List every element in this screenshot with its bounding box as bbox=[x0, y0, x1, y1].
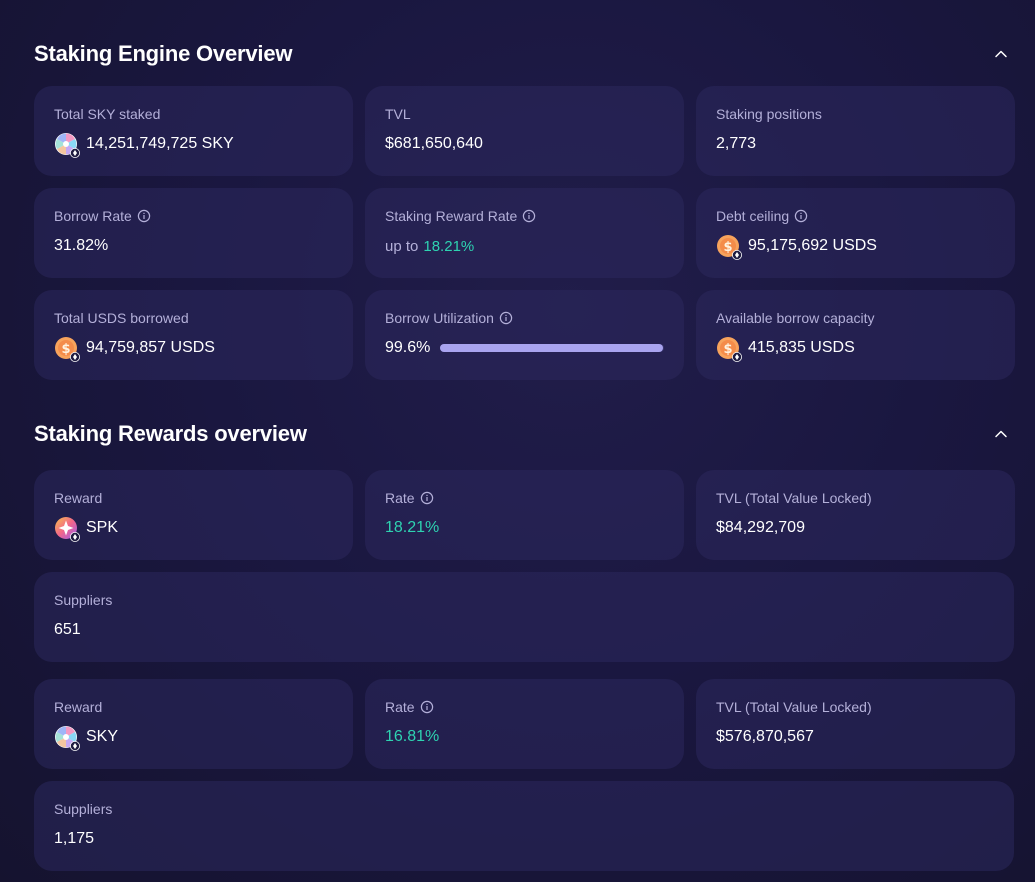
staking-positions-card: Staking positions 2,773 bbox=[696, 86, 1015, 176]
usds-token-icon bbox=[54, 336, 78, 360]
collapse-rewards-chevron-up-icon[interactable] bbox=[989, 422, 1013, 446]
reward-token-name: SKY bbox=[86, 728, 119, 745]
tvl-card: TVL $681,650,640 bbox=[365, 86, 684, 176]
reward-tvl-card: TVL (Total Value Locked) $576,870,567 bbox=[696, 679, 1015, 769]
sky-token-icon bbox=[54, 132, 78, 156]
reward-label: Reward bbox=[54, 490, 103, 506]
spk-token-icon bbox=[54, 516, 78, 540]
debt-ceiling-value: 95,175,692 USDS bbox=[748, 237, 877, 254]
staking-reward-rate-card: Staking Reward Rate up to 18.21% bbox=[365, 188, 684, 278]
reward-token-name: SPK bbox=[86, 519, 119, 536]
engine-section-header[interactable]: Staking Engine Overview bbox=[34, 0, 1013, 86]
reward-rate-card: Rate 18.21% bbox=[365, 470, 684, 560]
total-usds-borrowed-card: Total USDS borrowed 94,759,857 USDS bbox=[34, 290, 353, 380]
info-icon[interactable] bbox=[137, 209, 151, 223]
tvl-label: TVL (Total Value Locked) bbox=[716, 490, 872, 506]
total-usds-borrowed-label: Total USDS borrowed bbox=[54, 310, 189, 326]
reward-token-card: Reward SPK bbox=[34, 470, 353, 560]
borrow-rate-label: Borrow Rate bbox=[54, 208, 132, 224]
borrow-utilization-value: 99.6% bbox=[385, 339, 431, 356]
rate-value: 18.21% bbox=[385, 519, 440, 536]
rate-label: Rate bbox=[385, 490, 415, 506]
total-sky-staked-card: Total SKY staked 14,251,749,725 SKY bbox=[34, 86, 353, 176]
collapse-engine-chevron-up-icon[interactable] bbox=[989, 42, 1013, 66]
suppliers-card: Suppliers 1,175 bbox=[34, 781, 1014, 871]
debt-ceiling-card: Debt ceiling 95,175,692 USDS bbox=[696, 188, 1015, 278]
staking-reward-rate-value: 18.21% bbox=[423, 237, 475, 255]
utilization-progress-bar bbox=[440, 344, 664, 352]
reward-rate-card: Rate 16.81% bbox=[365, 679, 684, 769]
total-usds-borrowed-value: 94,759,857 USDS bbox=[86, 339, 215, 356]
usds-token-icon bbox=[716, 234, 740, 258]
total-sky-staked-label: Total SKY staked bbox=[54, 106, 161, 122]
suppliers-value: 651 bbox=[54, 621, 81, 638]
staking-reward-rate-label: Staking Reward Rate bbox=[385, 208, 518, 224]
available-borrow-capacity-label: Available borrow capacity bbox=[716, 310, 875, 326]
staking-positions-value: 2,773 bbox=[716, 135, 757, 152]
usds-token-icon bbox=[716, 336, 740, 360]
info-icon[interactable] bbox=[794, 209, 808, 223]
debt-ceiling-label: Debt ceiling bbox=[716, 208, 790, 224]
info-icon[interactable] bbox=[522, 209, 536, 223]
info-icon[interactable] bbox=[420, 491, 434, 505]
borrow-rate-value: 31.82% bbox=[54, 237, 109, 254]
tvl-value: $576,870,567 bbox=[716, 728, 814, 745]
tvl-label: TVL (Total Value Locked) bbox=[716, 699, 872, 715]
borrow-utilization-card: Borrow Utilization 99.6% bbox=[365, 290, 684, 380]
utilization-progress-fill bbox=[440, 344, 664, 352]
borrow-utilization-label: Borrow Utilization bbox=[385, 310, 494, 326]
rewards-section-title: Staking Rewards overview bbox=[34, 421, 307, 446]
staking-positions-label: Staking positions bbox=[716, 106, 822, 122]
info-icon[interactable] bbox=[499, 311, 513, 325]
info-icon[interactable] bbox=[420, 700, 434, 714]
available-borrow-capacity-card: Available borrow capacity 415,835 USDS bbox=[696, 290, 1015, 380]
reward-rate-prefix: up to bbox=[385, 237, 419, 255]
rate-value: 16.81% bbox=[385, 728, 440, 745]
suppliers-label: Suppliers bbox=[54, 592, 113, 608]
tvl-value: $84,292,709 bbox=[716, 519, 805, 536]
tvl-label: TVL bbox=[385, 106, 411, 122]
rewards-section-header[interactable]: Staking Rewards overview bbox=[34, 380, 1013, 470]
tvl-value: $681,650,640 bbox=[385, 135, 483, 152]
suppliers-value: 1,175 bbox=[54, 830, 95, 847]
available-borrow-capacity-value: 415,835 USDS bbox=[748, 339, 855, 356]
sky-token-icon bbox=[54, 725, 78, 749]
suppliers-card: Suppliers 651 bbox=[34, 572, 1014, 662]
borrow-rate-card: Borrow Rate 31.82% bbox=[34, 188, 353, 278]
engine-section-title: Staking Engine Overview bbox=[34, 41, 293, 66]
total-sky-staked-value: 14,251,749,725 SKY bbox=[86, 135, 234, 152]
reward-token-card: Reward SKY bbox=[34, 679, 353, 769]
suppliers-label: Suppliers bbox=[54, 801, 113, 817]
reward-label: Reward bbox=[54, 699, 103, 715]
reward-tvl-card: TVL (Total Value Locked) $84,292,709 bbox=[696, 470, 1015, 560]
rate-label: Rate bbox=[385, 699, 415, 715]
